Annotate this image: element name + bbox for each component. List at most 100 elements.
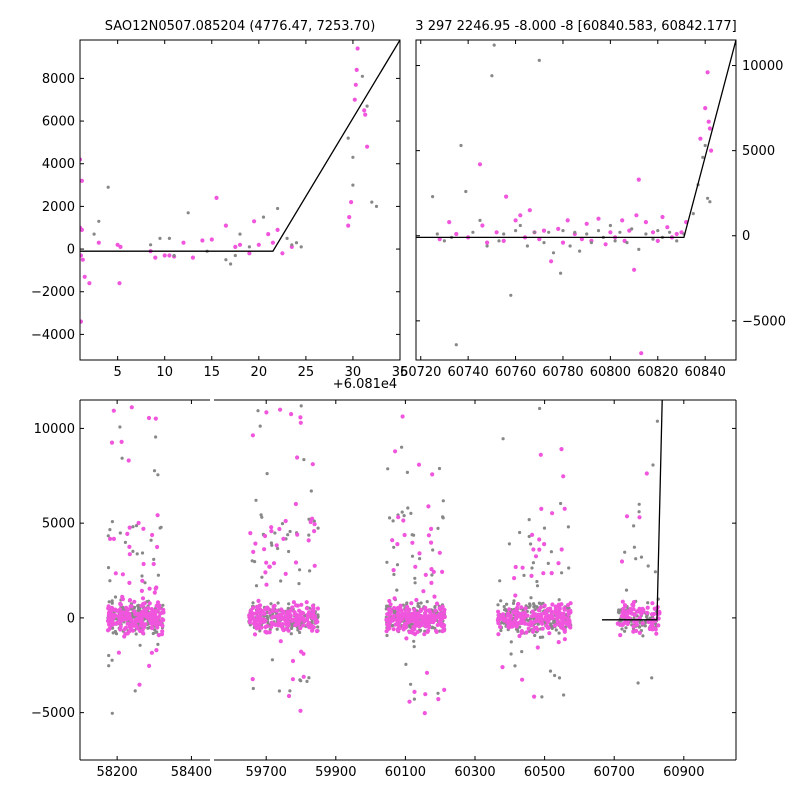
y-tick-label: −4000	[31, 328, 75, 343]
data-point	[133, 689, 137, 693]
data-point	[309, 624, 314, 629]
data-point	[634, 622, 640, 627]
data-point	[496, 603, 500, 607]
data-point	[259, 625, 264, 630]
data-point	[298, 678, 302, 682]
data-point	[267, 610, 272, 615]
data-point	[501, 437, 505, 441]
x-tick-label: 30	[345, 365, 362, 380]
data-point	[549, 571, 554, 576]
data-point	[140, 578, 145, 583]
data-point	[437, 550, 442, 555]
data-point	[556, 226, 561, 231]
data-point	[406, 619, 412, 625]
data-point	[276, 546, 280, 551]
data-point	[496, 613, 502, 618]
data-point	[155, 600, 161, 605]
data-point	[396, 626, 401, 632]
data-point	[623, 629, 627, 633]
y-tick-label: 6000	[42, 115, 75, 130]
data-point	[281, 609, 286, 614]
data-point	[158, 620, 163, 625]
data-point	[513, 611, 519, 616]
data-point	[407, 630, 412, 635]
data-point	[315, 606, 320, 611]
data-point	[551, 251, 556, 255]
data-point	[307, 676, 311, 680]
data-point	[417, 614, 422, 619]
data-point	[110, 601, 114, 605]
data-point	[129, 622, 134, 628]
data-point	[298, 626, 303, 631]
data-point	[615, 621, 620, 626]
data-point	[385, 633, 389, 638]
data-point	[301, 623, 306, 628]
data-point	[138, 643, 142, 647]
data-point	[154, 630, 158, 634]
data-point	[556, 561, 561, 566]
data-point	[632, 267, 637, 272]
data-point	[353, 82, 358, 87]
data-point	[565, 218, 570, 223]
data-point	[620, 599, 625, 604]
data-point	[519, 615, 524, 620]
data-point	[384, 617, 389, 622]
data-point	[253, 560, 257, 564]
data-point	[118, 244, 123, 249]
data-point	[281, 536, 286, 542]
data-point	[519, 605, 524, 610]
data-point	[441, 499, 445, 503]
data-point	[363, 112, 368, 117]
data-point	[140, 596, 146, 601]
data-point	[107, 653, 111, 658]
data-point	[233, 244, 238, 249]
data-point	[283, 518, 288, 524]
data-point	[433, 608, 438, 613]
data-point	[632, 524, 636, 528]
data-point	[550, 511, 555, 516]
data-point	[315, 619, 320, 625]
data-point	[617, 608, 621, 612]
data-point	[566, 612, 571, 617]
data-point	[490, 74, 494, 78]
data-point	[414, 597, 419, 603]
data-point	[304, 600, 309, 605]
data-point	[154, 609, 159, 614]
data-point	[147, 586, 152, 591]
data-point	[105, 628, 111, 633]
data-point	[156, 633, 161, 638]
data-point	[147, 663, 152, 669]
data-point	[124, 617, 129, 622]
data-point	[250, 559, 254, 563]
data-point	[654, 631, 659, 636]
data-point	[308, 569, 312, 573]
data-point	[113, 595, 118, 599]
data-point	[613, 239, 617, 243]
data-point	[161, 607, 166, 612]
data-point	[141, 561, 146, 567]
data-point	[306, 611, 311, 616]
data-point	[522, 573, 526, 578]
data-point	[127, 598, 133, 603]
data-point	[351, 155, 355, 159]
data-point	[258, 629, 262, 633]
data-point	[312, 529, 317, 534]
data-point	[299, 404, 303, 408]
data-point	[172, 253, 176, 258]
data-point	[270, 240, 275, 245]
data-point	[543, 616, 548, 622]
data-point	[156, 642, 160, 647]
data-point	[287, 549, 291, 554]
data-point	[596, 216, 601, 221]
data-point	[298, 415, 303, 420]
data-point	[637, 608, 642, 613]
data-point	[644, 471, 649, 476]
data-point	[557, 631, 561, 635]
data-point	[518, 530, 522, 535]
data-point	[498, 616, 503, 622]
data-point	[80, 319, 83, 324]
data-point	[674, 231, 679, 237]
data-point	[643, 220, 649, 225]
data-point	[160, 623, 165, 628]
data-point	[596, 229, 601, 233]
